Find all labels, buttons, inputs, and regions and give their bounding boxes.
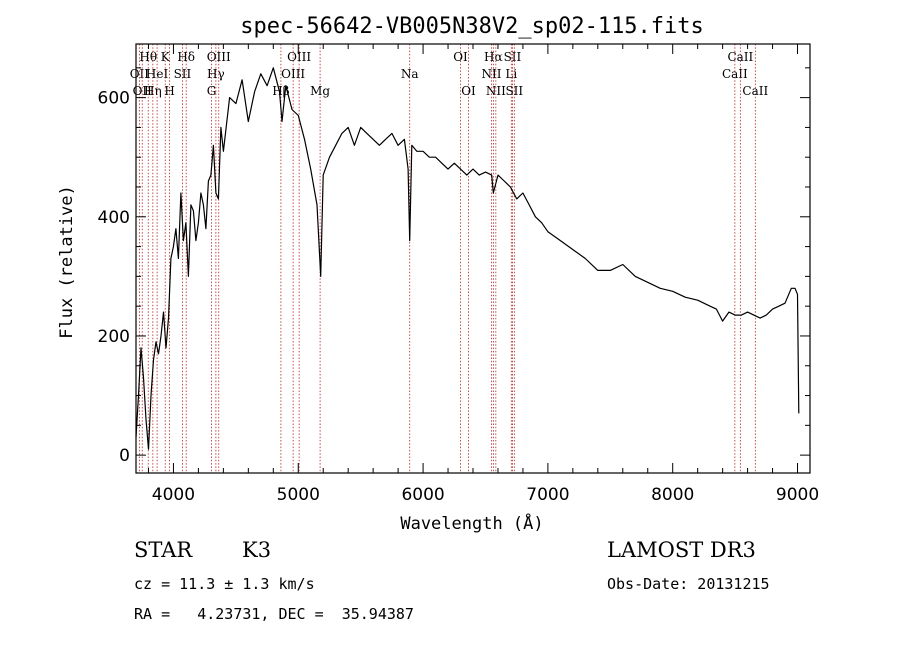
line-marker-label: SII xyxy=(174,67,192,81)
y-tick-label: 0 xyxy=(119,446,130,466)
line-marker-label: Hδ xyxy=(177,50,195,64)
line-marker-label: SII xyxy=(505,84,523,98)
line-marker-label: Mg xyxy=(310,84,330,98)
spectrum-line xyxy=(135,67,800,450)
line-marker-label: Na xyxy=(401,67,419,81)
x-tick-label: 5000 xyxy=(277,485,320,505)
plot-frame xyxy=(135,43,811,474)
x-tick-label: 8000 xyxy=(651,485,694,505)
chart-title: spec-56642-VB005N38V2_sp02-115.fits xyxy=(240,14,704,39)
line-marker-label: HeI xyxy=(146,67,169,81)
line-marker-label: Li xyxy=(505,67,517,81)
line-marker-label: CaII xyxy=(727,50,753,64)
y-tick-label: 600 xyxy=(98,89,130,109)
y-axis-label: Flux (relative) xyxy=(57,185,77,339)
x-tick-label: 7000 xyxy=(526,485,569,505)
x-tick-label: 4000 xyxy=(152,485,195,505)
line-marker-label: NII xyxy=(486,84,506,98)
line-marker-label: CaII xyxy=(722,67,748,81)
spectral-line-markers: OIIOIIHθHηHeIKHSIIHδGHγOIIIHβOIIIOIIIMgN… xyxy=(130,44,768,473)
line-marker-label: G xyxy=(207,84,217,98)
line-marker-label: OII xyxy=(133,84,153,98)
redshift-text: cz = 11.3 ± 1.3 km/s xyxy=(134,575,315,593)
line-marker-label: Hγ xyxy=(207,67,225,81)
line-marker-label: H xyxy=(164,84,174,98)
line-marker-label: Hα xyxy=(484,50,503,64)
x-tick-label: 9000 xyxy=(776,485,819,505)
line-marker-label: NII xyxy=(481,67,501,81)
line-marker-label: OIII xyxy=(207,50,231,64)
line-marker-label: CaII xyxy=(742,84,768,98)
line-marker-label: Hη xyxy=(144,84,162,98)
line-marker-label: Hθ xyxy=(139,50,157,64)
axis-ticks: 4000 5000 6000 7000 8000 9000 0 200 400 600 xyxy=(98,44,819,505)
coordinates-text: RA = 4.23731, DEC = 35.94387 xyxy=(134,605,414,623)
x-tick-label: 6000 xyxy=(401,485,444,505)
line-marker-label: OIII xyxy=(281,67,305,81)
line-marker-label: K xyxy=(161,50,171,64)
object-class: STAR xyxy=(134,538,193,562)
obs-date-text: Obs-Date: 20131215 xyxy=(607,575,770,593)
line-marker-label: OIII xyxy=(287,50,311,64)
y-tick-label: 200 xyxy=(98,327,130,347)
line-marker-label: OII xyxy=(130,67,150,81)
line-marker-label: OI xyxy=(461,84,476,98)
y-tick-label: 400 xyxy=(98,208,130,228)
line-marker-label: SII xyxy=(504,50,522,64)
x-axis-label: Wavelength (Å) xyxy=(400,512,543,534)
line-marker-label: OI xyxy=(453,50,468,64)
object-subclass: K3 xyxy=(242,538,272,562)
survey-label: LAMOST DR3 xyxy=(607,538,756,562)
